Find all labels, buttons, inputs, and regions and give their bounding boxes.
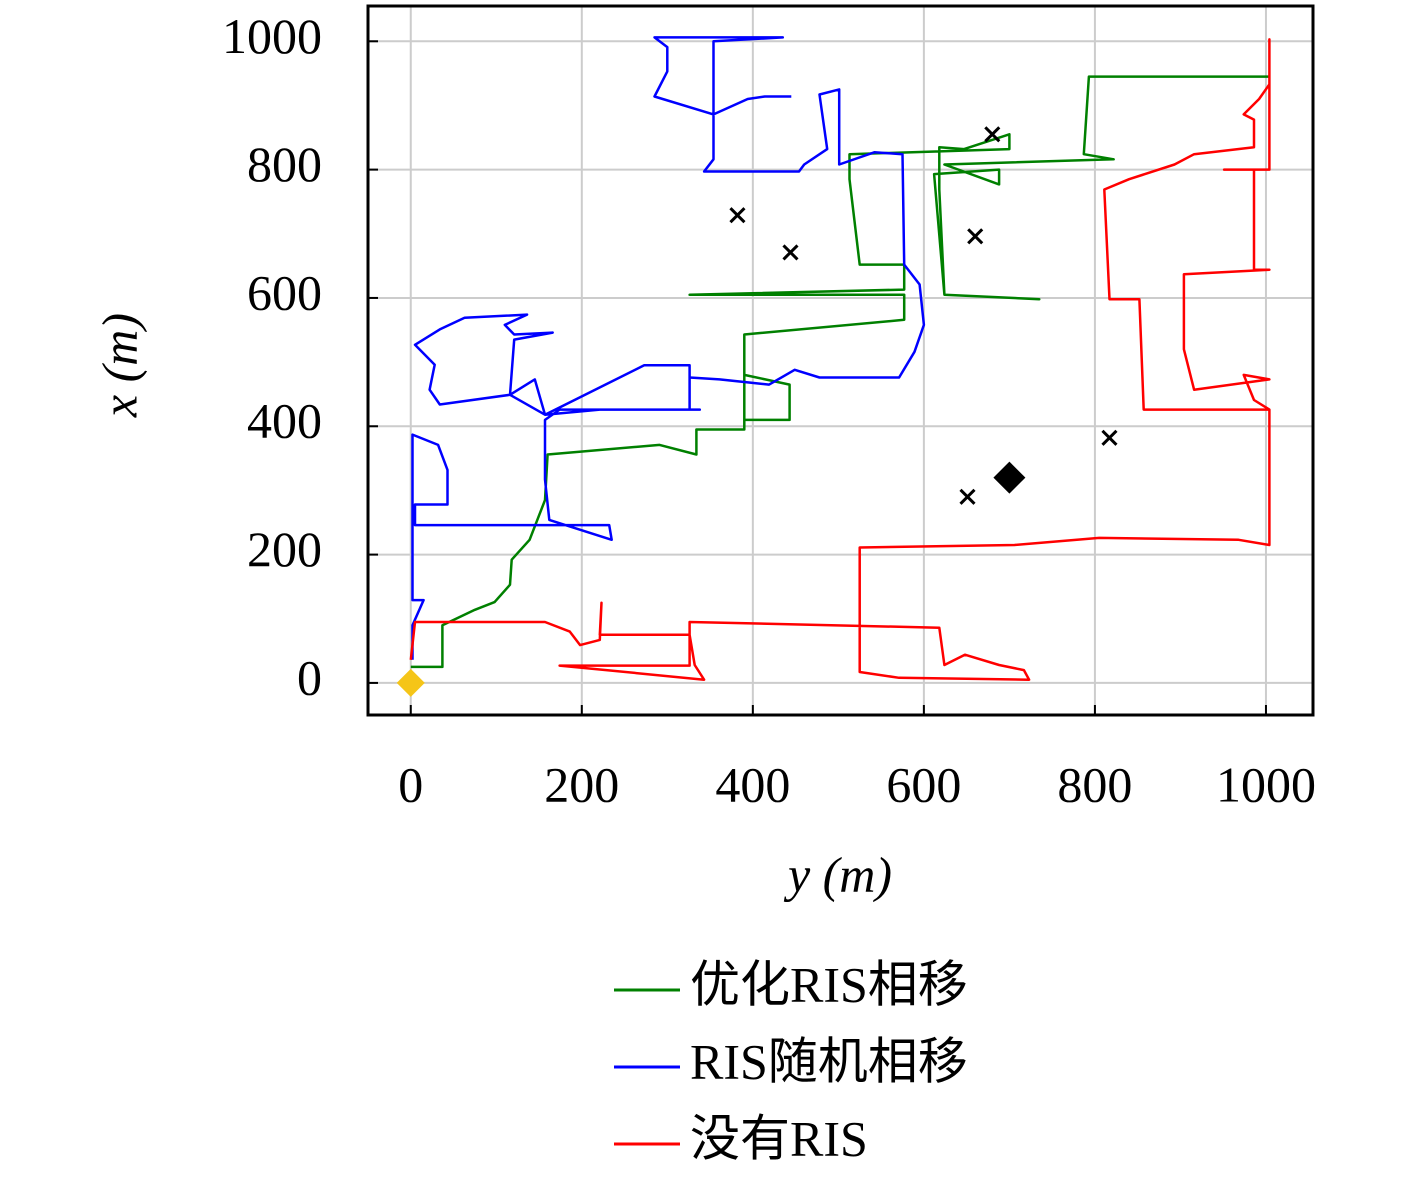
x-tick-label: 1000 bbox=[1216, 756, 1316, 812]
user-marker bbox=[967, 228, 984, 245]
y-tick-label: 0 bbox=[297, 649, 322, 705]
ris-marker bbox=[993, 461, 1026, 494]
legend-label: RIS随机相移 bbox=[690, 1033, 968, 1089]
x-tick-label: 600 bbox=[886, 756, 961, 812]
y-tick-label: 1000 bbox=[222, 8, 322, 64]
y-tick-label: 200 bbox=[247, 521, 322, 577]
user-marker bbox=[984, 126, 1001, 143]
trajectory bbox=[409, 38, 1271, 681]
y-tick-label: 600 bbox=[247, 264, 322, 320]
legend-label: 没有RIS bbox=[690, 1110, 868, 1166]
user-marker bbox=[1101, 429, 1118, 446]
x-tick-label: 0 bbox=[398, 756, 423, 812]
user-marker bbox=[959, 488, 976, 505]
x-tick-label: 400 bbox=[715, 756, 790, 812]
y-tick-label: 400 bbox=[247, 393, 322, 449]
x-tick-label: 200 bbox=[544, 756, 619, 812]
x-tick-label: 800 bbox=[1057, 756, 1132, 812]
user-marker bbox=[729, 207, 746, 224]
y-tick-label: 800 bbox=[247, 136, 322, 192]
x-axis-label: y (m) bbox=[783, 846, 892, 902]
start-marker bbox=[396, 668, 425, 697]
plot-frame bbox=[366, 4, 1315, 717]
legend-label: 优化RIS相移 bbox=[690, 956, 968, 1012]
trajectory bbox=[411, 36, 926, 660]
y-axis-label: x (m) bbox=[91, 313, 147, 418]
user-marker bbox=[782, 244, 799, 261]
trajectory bbox=[410, 75, 1270, 669]
